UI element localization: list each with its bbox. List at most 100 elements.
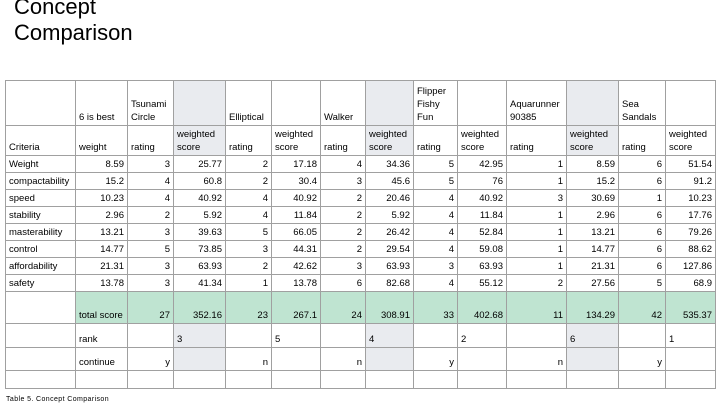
empty-cell — [413, 323, 458, 348]
column-header: weighted score — [271, 125, 321, 156]
column-header: weighted score — [665, 125, 716, 156]
rating: 3 — [225, 240, 272, 258]
weight: 10.23 — [75, 189, 128, 207]
continue: y — [618, 347, 666, 371]
column-header: rating — [506, 125, 567, 156]
total-label: total score — [75, 291, 128, 324]
empty-cell — [225, 370, 272, 389]
weighted-score: 88.62 — [665, 240, 716, 258]
weighted-score: 17.76 — [665, 206, 716, 224]
weighted-score: 44.31 — [271, 240, 321, 258]
rank: 5 — [271, 323, 321, 348]
empty-cell — [506, 323, 567, 348]
weighted-score: 11.84 — [271, 206, 321, 224]
data-row: compactability 15.2 4 60.8 2 30.4 3 45.6 5 76 1 15.… — [5, 172, 716, 190]
column-header: weight — [75, 125, 128, 156]
empty-cell — [75, 370, 128, 389]
weighted-score: 39.63 — [173, 223, 226, 241]
weighted-score: 11.84 — [457, 206, 507, 224]
continue-label: continue — [75, 347, 128, 371]
concept-name: Sea Sandals — [618, 80, 666, 126]
rating: 5 — [127, 240, 174, 258]
rating: 3 — [127, 155, 174, 173]
rating: 3 — [413, 257, 458, 275]
weighted-score: 60.8 — [173, 172, 226, 190]
rating: 2 — [506, 274, 567, 292]
data-row: safety 13.78 3 41.34 1 13.78 6 82.68 4 55.12 2 27.5… — [5, 274, 716, 292]
continue-row: continue y n n y n y — [5, 347, 716, 371]
rating: 4 — [127, 189, 174, 207]
data-row: stability 2.96 2 5.92 4 11.84 2 5.92 4 11.84 1 2.96… — [5, 206, 716, 224]
column-header: weighted score — [457, 125, 507, 156]
continue: n — [225, 347, 272, 371]
total-rating: 42 — [618, 291, 666, 324]
criteria: safety — [5, 274, 76, 292]
rating: 2 — [320, 206, 366, 224]
rating: 1 — [506, 240, 567, 258]
weighted-score: 8.59 — [566, 155, 619, 173]
weighted-score: 26.42 — [365, 223, 414, 241]
rank-label: rank — [75, 323, 128, 348]
empty-cell — [413, 370, 458, 389]
column-header: weighted score — [173, 125, 226, 156]
empty-cell — [618, 323, 666, 348]
total-rating: 23 — [225, 291, 272, 324]
weight: 14.77 — [75, 240, 128, 258]
weight: 13.78 — [75, 274, 128, 292]
rating: 6 — [618, 223, 666, 241]
weighted-score: 27.56 — [566, 274, 619, 292]
empty-cell — [5, 323, 76, 348]
empty-cell — [457, 370, 507, 389]
empty-cell — [665, 370, 716, 389]
rating: 3 — [127, 223, 174, 241]
rating: 2 — [127, 206, 174, 224]
rank: 6 — [566, 323, 619, 348]
concept-name: Elliptical — [225, 80, 272, 126]
weighted-score: 34.36 — [365, 155, 414, 173]
weighted-score: 52.84 — [457, 223, 507, 241]
weighted-score: 41.34 — [173, 274, 226, 292]
empty-cell — [5, 347, 76, 371]
scale-note: 6 is best — [75, 80, 128, 126]
empty-cell — [457, 80, 507, 126]
weighted-score: 68.9 — [665, 274, 716, 292]
weighted-score: 42.62 — [271, 257, 321, 275]
empty-cell — [225, 323, 272, 348]
rating: 3 — [506, 189, 567, 207]
empty-cell — [271, 370, 321, 389]
criteria: Weight — [5, 155, 76, 173]
weighted-score: 30.69 — [566, 189, 619, 207]
rating: 2 — [320, 189, 366, 207]
rating: 1 — [225, 274, 272, 292]
rating: 1 — [506, 257, 567, 275]
rating: 2 — [225, 155, 272, 173]
weighted-score: 55.12 — [457, 274, 507, 292]
caption: Table 5. Concept Comparison — [6, 396, 110, 403]
criteria: affordability — [5, 257, 76, 275]
concept-name: Tsunami Circle — [127, 80, 174, 126]
empty-cell — [506, 370, 567, 389]
criteria: compactability — [5, 172, 76, 190]
weighted-score: 76 — [457, 172, 507, 190]
empty-cell — [365, 370, 414, 389]
empty-cell — [127, 370, 174, 389]
weighted-score: 29.54 — [365, 240, 414, 258]
empty-cell — [5, 80, 76, 126]
empty-cell — [618, 370, 666, 389]
empty-cell — [5, 370, 76, 389]
rating: 4 — [413, 223, 458, 241]
total-score: 402.68 — [457, 291, 507, 324]
rating: 2 — [320, 223, 366, 241]
weight: 2.96 — [75, 206, 128, 224]
empty-cell — [5, 291, 76, 324]
rating: 6 — [618, 172, 666, 190]
continue: y — [413, 347, 458, 371]
weighted-score: 82.68 — [365, 274, 414, 292]
rating: 1 — [506, 223, 567, 241]
column-header: rating — [413, 125, 458, 156]
weighted-score: 73.85 — [173, 240, 226, 258]
criteria: control — [5, 240, 76, 258]
rating: 1 — [506, 172, 567, 190]
rank-row: rank 3 5 4 2 6 1 — [5, 323, 716, 348]
